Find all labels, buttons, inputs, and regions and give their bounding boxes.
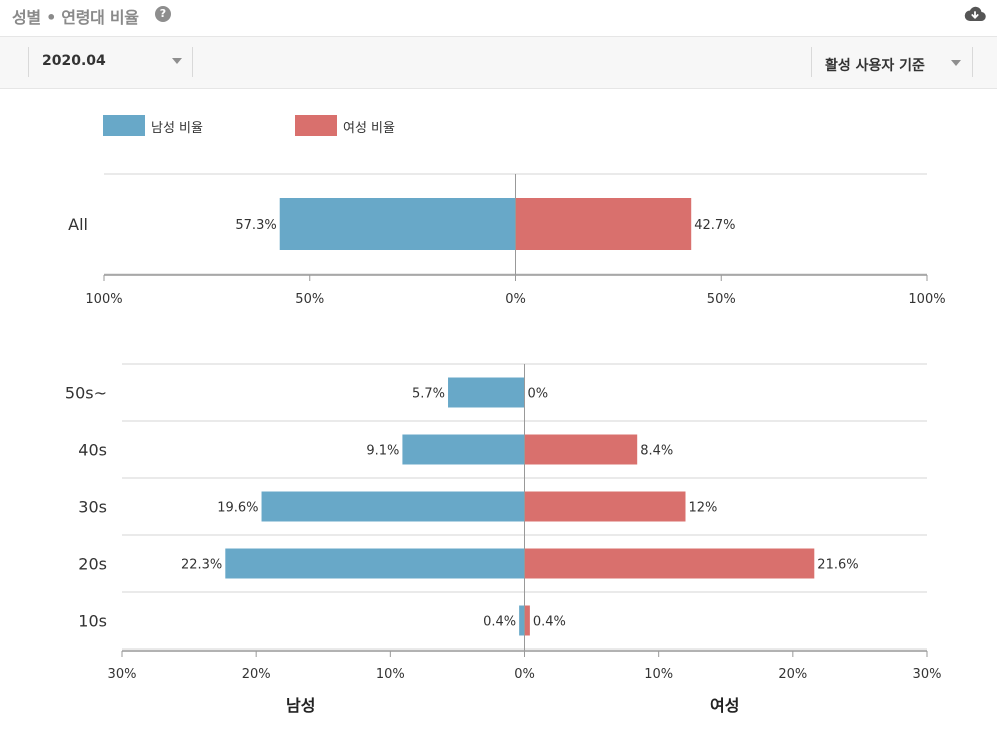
divider: [811, 47, 812, 77]
data-label-male: 22.3%: [181, 558, 222, 573]
basis-select[interactable]: 활성 사용자 기준: [812, 37, 972, 88]
data-label-female: 8.4%: [640, 444, 673, 459]
cloud-download-icon[interactable]: [964, 5, 986, 23]
data-label-male: 9.1%: [366, 444, 399, 459]
data-label-female: 0%: [528, 387, 549, 402]
bar-male: [402, 434, 525, 465]
x-tick-label: 10%: [376, 667, 405, 682]
data-label-male: 57.3%: [235, 218, 276, 233]
legend-label-female: 여성 비율: [343, 121, 395, 136]
bar-male: [279, 198, 516, 250]
data-label-female: 0.4%: [533, 615, 566, 630]
divider: [192, 47, 193, 77]
bar-female: [524, 605, 530, 636]
x-tick-label: 0%: [505, 292, 526, 307]
category-label: 30s: [78, 498, 107, 517]
filter-bar: 2020.04 활성 사용자 기준: [0, 36, 997, 89]
bar-male: [261, 491, 525, 522]
x-tick-label: 30%: [108, 667, 137, 682]
question-circle-icon[interactable]: ?: [155, 6, 171, 22]
data-label-male: 5.7%: [412, 387, 445, 402]
x-tick-label: 100%: [908, 292, 945, 307]
data-label-male: 0.4%: [483, 615, 516, 630]
data-label-male: 19.6%: [217, 501, 258, 516]
category-label: 50s~: [65, 384, 107, 403]
x-tick-label: 0%: [514, 667, 535, 682]
legend-swatch-female: [295, 115, 337, 136]
bar-male: [519, 605, 525, 636]
x-tick-label: 50%: [707, 292, 736, 307]
legend-label-male: 남성 비율: [151, 121, 203, 136]
category-label: 20s: [78, 555, 107, 574]
bar-male: [225, 548, 525, 579]
x-tick-label: 100%: [85, 292, 122, 307]
basis-select-value: 활성 사용자 기준: [825, 58, 925, 74]
male-axis-title: 남성: [286, 696, 316, 715]
female-axis-title: 여성: [710, 696, 740, 715]
bar-female: [524, 491, 686, 522]
data-label-female: 12%: [689, 501, 718, 516]
bar-female: [524, 548, 815, 579]
bar-female: [515, 198, 692, 250]
x-tick-label: 10%: [644, 667, 673, 682]
panel-header: 성별 • 연령대 비율 ?: [0, 0, 997, 36]
data-label-female: 42.7%: [694, 218, 735, 233]
divider: [28, 47, 29, 77]
data-label-female: 21.6%: [817, 558, 858, 573]
caret-down-icon: [172, 58, 182, 64]
divider: [972, 47, 973, 77]
caret-down-icon: [951, 60, 961, 66]
bar-male: [448, 377, 525, 408]
legend-swatch-male: [103, 115, 145, 136]
period-select[interactable]: 2020.04: [29, 37, 192, 88]
period-select-value: 2020.04: [42, 53, 106, 69]
x-tick-label: 30%: [913, 667, 942, 682]
category-label: All: [68, 215, 88, 234]
category-label: 10s: [78, 612, 107, 631]
x-tick-label: 20%: [242, 667, 271, 682]
panel-title: 성별 • 연령대 비율: [12, 8, 139, 27]
x-tick-label: 50%: [295, 292, 324, 307]
x-tick-label: 20%: [778, 667, 807, 682]
category-label: 40s: [78, 441, 107, 460]
bar-female: [524, 434, 638, 465]
